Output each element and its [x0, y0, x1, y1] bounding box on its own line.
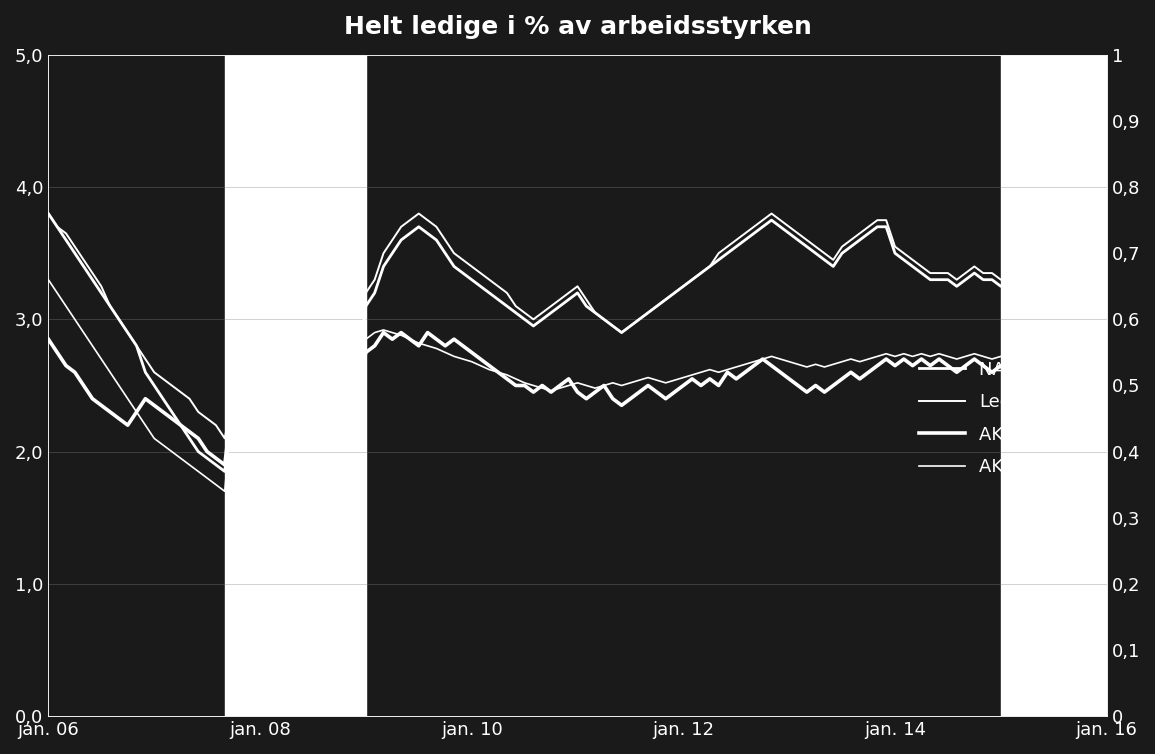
Legend: NAV ses.just, Ledig+tiltak, AKU ses.just, AKU trend: NAV ses.just, Ledig+tiltak, AKU ses.just… — [912, 354, 1097, 483]
Title: Helt ledige i % av arbeidsstyrken: Helt ledige i % av arbeidsstyrken — [343, 15, 812, 39]
Bar — [1001, 55, 1106, 716]
Bar — [225, 55, 366, 716]
